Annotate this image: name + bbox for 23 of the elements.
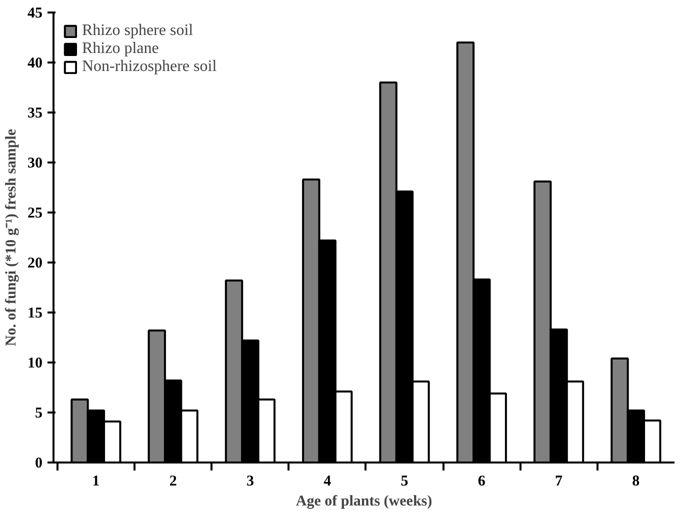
y-tick-label: 15: [28, 306, 42, 322]
y-tick-label: 25: [28, 206, 42, 222]
x-tick-label: 7: [555, 474, 564, 490]
legend-label: Rhizo plane: [82, 40, 159, 58]
x-tick-label: 5: [400, 474, 408, 490]
x-tick-label: 6: [478, 474, 486, 490]
y-tick-label: 5: [35, 406, 42, 422]
x-axis-title: Age of plants (weeks): [296, 494, 432, 510]
x-tick-label: 1: [92, 474, 100, 490]
y-tick-label: 45: [28, 6, 42, 22]
y-tick-label: 40: [28, 56, 42, 72]
y-tick-label: 0: [35, 456, 42, 472]
x-tick-label: 4: [324, 474, 332, 490]
y-tick-label: 10: [28, 356, 42, 372]
y-tick-label: 35: [28, 106, 42, 122]
x-tick-label: 8: [632, 474, 640, 490]
legend-label: Rhizo sphere soil: [82, 22, 194, 40]
x-tick-label: 3: [246, 474, 254, 490]
y-tick-label: 20: [28, 256, 42, 272]
y-tick-label: 30: [28, 156, 42, 172]
x-tick-label: 2: [169, 474, 177, 490]
legend-label: Non-rhizosphere soil: [82, 58, 217, 76]
y-axis-title: No. of fungi (*10 g⁻¹) fresh sample: [4, 128, 20, 346]
